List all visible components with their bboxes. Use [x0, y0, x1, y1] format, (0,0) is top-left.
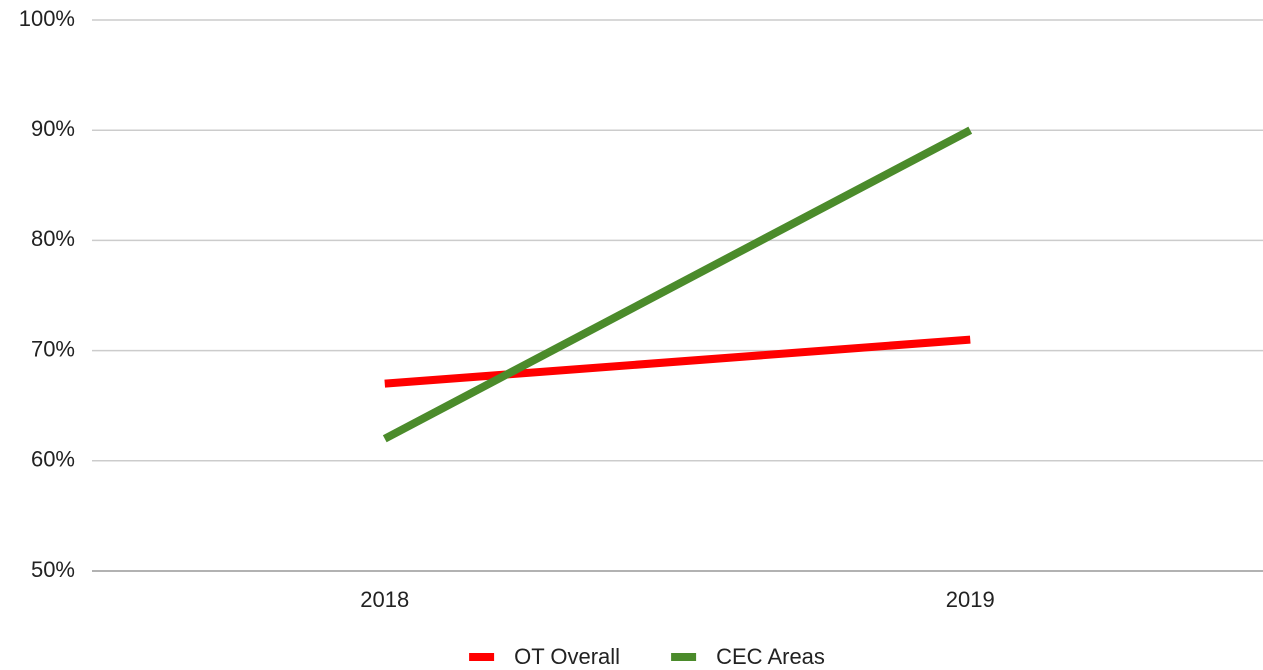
legend-swatch: [469, 653, 495, 661]
y-tick-label: 90%: [31, 116, 75, 141]
legend-swatch: [671, 653, 697, 661]
y-tick-label: 50%: [31, 557, 75, 582]
y-tick-label: 80%: [31, 226, 75, 251]
legend-label: OT Overall: [514, 644, 620, 669]
line-series: [382, 126, 973, 443]
x-tick-label: 2018: [360, 587, 409, 612]
y-tick-label: 70%: [31, 336, 75, 361]
x-tick-label: 2019: [946, 587, 995, 612]
y-tick-label: 60%: [31, 447, 75, 472]
y-tick-label: 100%: [19, 6, 75, 31]
line-series: [384, 335, 971, 388]
legend-label: CEC Areas: [716, 644, 825, 669]
